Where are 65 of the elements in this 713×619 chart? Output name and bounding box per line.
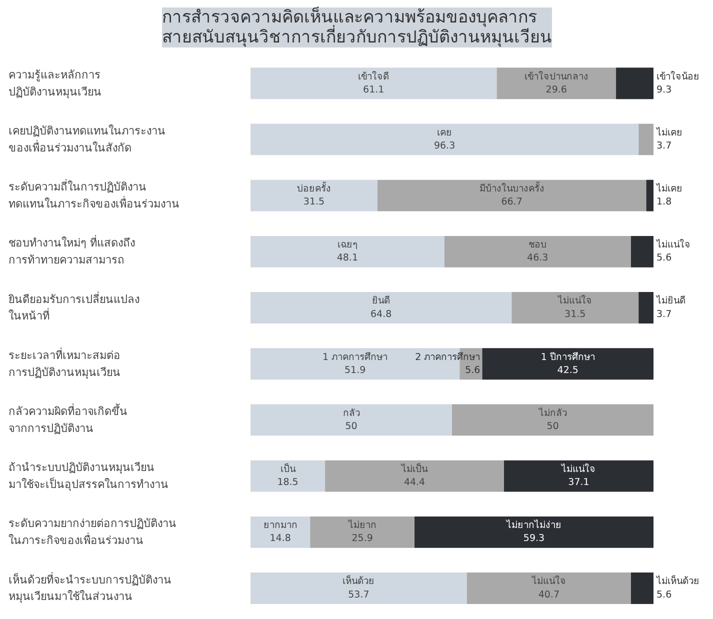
data-label: เฉยๆ 48.1 [336, 240, 358, 264]
bar [250, 292, 512, 324]
bar [638, 124, 654, 156]
data-label: ไม่แน่ใจ 37.1 [560, 462, 596, 488]
bar [630, 236, 654, 268]
data-label: ไม่แน่ใจ 5.6 [656, 238, 690, 264]
data-label: ไม่แน่ใจ 40.7 [530, 575, 566, 600]
y-tick-label: เห็นด้วยที่จะนำระบบการปฏิบัติงาน หมุนเวียนมาใช้ในส่วนงาน [8, 571, 172, 604]
bar [638, 292, 654, 324]
data-label: 1 ภาคการศึกษา 51.9 [322, 352, 388, 376]
bar [250, 516, 310, 548]
bar [310, 516, 415, 548]
bar [630, 572, 654, 604]
bar [452, 404, 654, 436]
data-label: 1 ปีการศึกษา 42.5 [540, 350, 595, 376]
data-label: ยินดี 64.8 [370, 294, 392, 320]
bar [250, 572, 467, 604]
data-label: เห็นด้วย 53.7 [342, 574, 375, 600]
data-label: เข้าใจปานกลาง 29.6 [524, 70, 588, 96]
data-label: เคย 96.3 [434, 127, 456, 152]
y-tick-label: ระดับความยากง่ายต่อการปฏิบัติงาน ในภาระกิจของเพื่อนร่วมงาน [8, 517, 176, 548]
data-label: ไม่ยินดี 3.7 [656, 294, 686, 320]
y-tick-label: ถ้านำระบบปฏิบัติงานหมุนเวียน มาใช้จะเป็นอุปสรรคในการทำงาน [8, 461, 168, 492]
data-label: บ่อยครั้ง 31.5 [296, 181, 331, 208]
data-label: 2 ภาคการศึกษา 5.6 [415, 352, 480, 376]
bar [250, 236, 444, 268]
bar [512, 292, 639, 324]
bar [250, 460, 326, 492]
bar [466, 572, 631, 604]
data-label: ไม่เห็นด้วย 5.6 [656, 574, 700, 600]
y-tick-label: ระยะเวลาที่เหมาะสมต่อ การปฏิบัติงานหมุนเวียน [8, 346, 120, 379]
y-tick-label: ระดับความถี่ในการปฏิบัติงาน ทดแทนในภาระกิจของเพื่อนร่วมงาน [8, 178, 180, 211]
bar [377, 180, 646, 212]
data-label: เข้าใจดี 61.1 [358, 70, 390, 96]
data-label: ไม่เคย 3.7 [656, 126, 682, 152]
y-tick-label: ความรู้และหลักการ ปฏิบัติงานหมุนเวียน [8, 68, 102, 98]
bar [504, 460, 654, 492]
data-label: ไม่เคย 1.8 [656, 182, 682, 208]
bar [496, 68, 616, 100]
data-label: กลัว 50 [342, 408, 360, 432]
bar [250, 404, 452, 436]
y-tick-label: กลัวความผิดที่อาจเกิดขึ้น จากการปฏิบัติงาน [8, 403, 128, 435]
data-label: ไม่ยาก 25.9 [347, 519, 376, 544]
data-label: ไม่กลัว 50 [538, 406, 567, 432]
bar [646, 180, 654, 212]
chart-title: การสำรวจความคิดเห็นและความพร้อมของบุคลากร สายสนับสนุนวิชาการเกี่ยวกับการปฏิบัติงานหมุนเวียน [162, 6, 552, 48]
bar [414, 516, 654, 548]
data-label: ไม่เป็น 44.4 [400, 462, 429, 488]
data-label: มีบ้างในบางครั้ง 66.7 [479, 181, 544, 208]
y-tick-label: เคยปฏิบัติงานทดแทนในภาระงาน ของเพื่อนร่วมงานในสังกัด [8, 124, 166, 154]
bar [250, 68, 497, 100]
bar [325, 460, 504, 492]
bar [482, 348, 654, 380]
data-label: เป็น 18.5 [277, 462, 298, 488]
bar [250, 124, 639, 156]
data-label: เข้าใจน้อย 9.3 [656, 70, 700, 96]
bar [616, 68, 654, 100]
data-label: ยากมาก 14.8 [263, 520, 298, 544]
y-tick-label: ยินดียอมรับการเปลี่ยนแปลง ในหน้าที่ [8, 290, 140, 323]
data-label: ไม่แน่ใจ 31.5 [557, 294, 592, 320]
bar [250, 180, 378, 212]
data-label: ไม่ยากไม่ง่าย 59.3 [506, 519, 562, 544]
y-tick-label: ชอบทำงานใหม่ๆ ที่แสดงถึง การท้าทายความสามารถ [8, 234, 135, 267]
data-label: ชอบ 46.3 [527, 240, 548, 264]
bar [444, 236, 631, 268]
